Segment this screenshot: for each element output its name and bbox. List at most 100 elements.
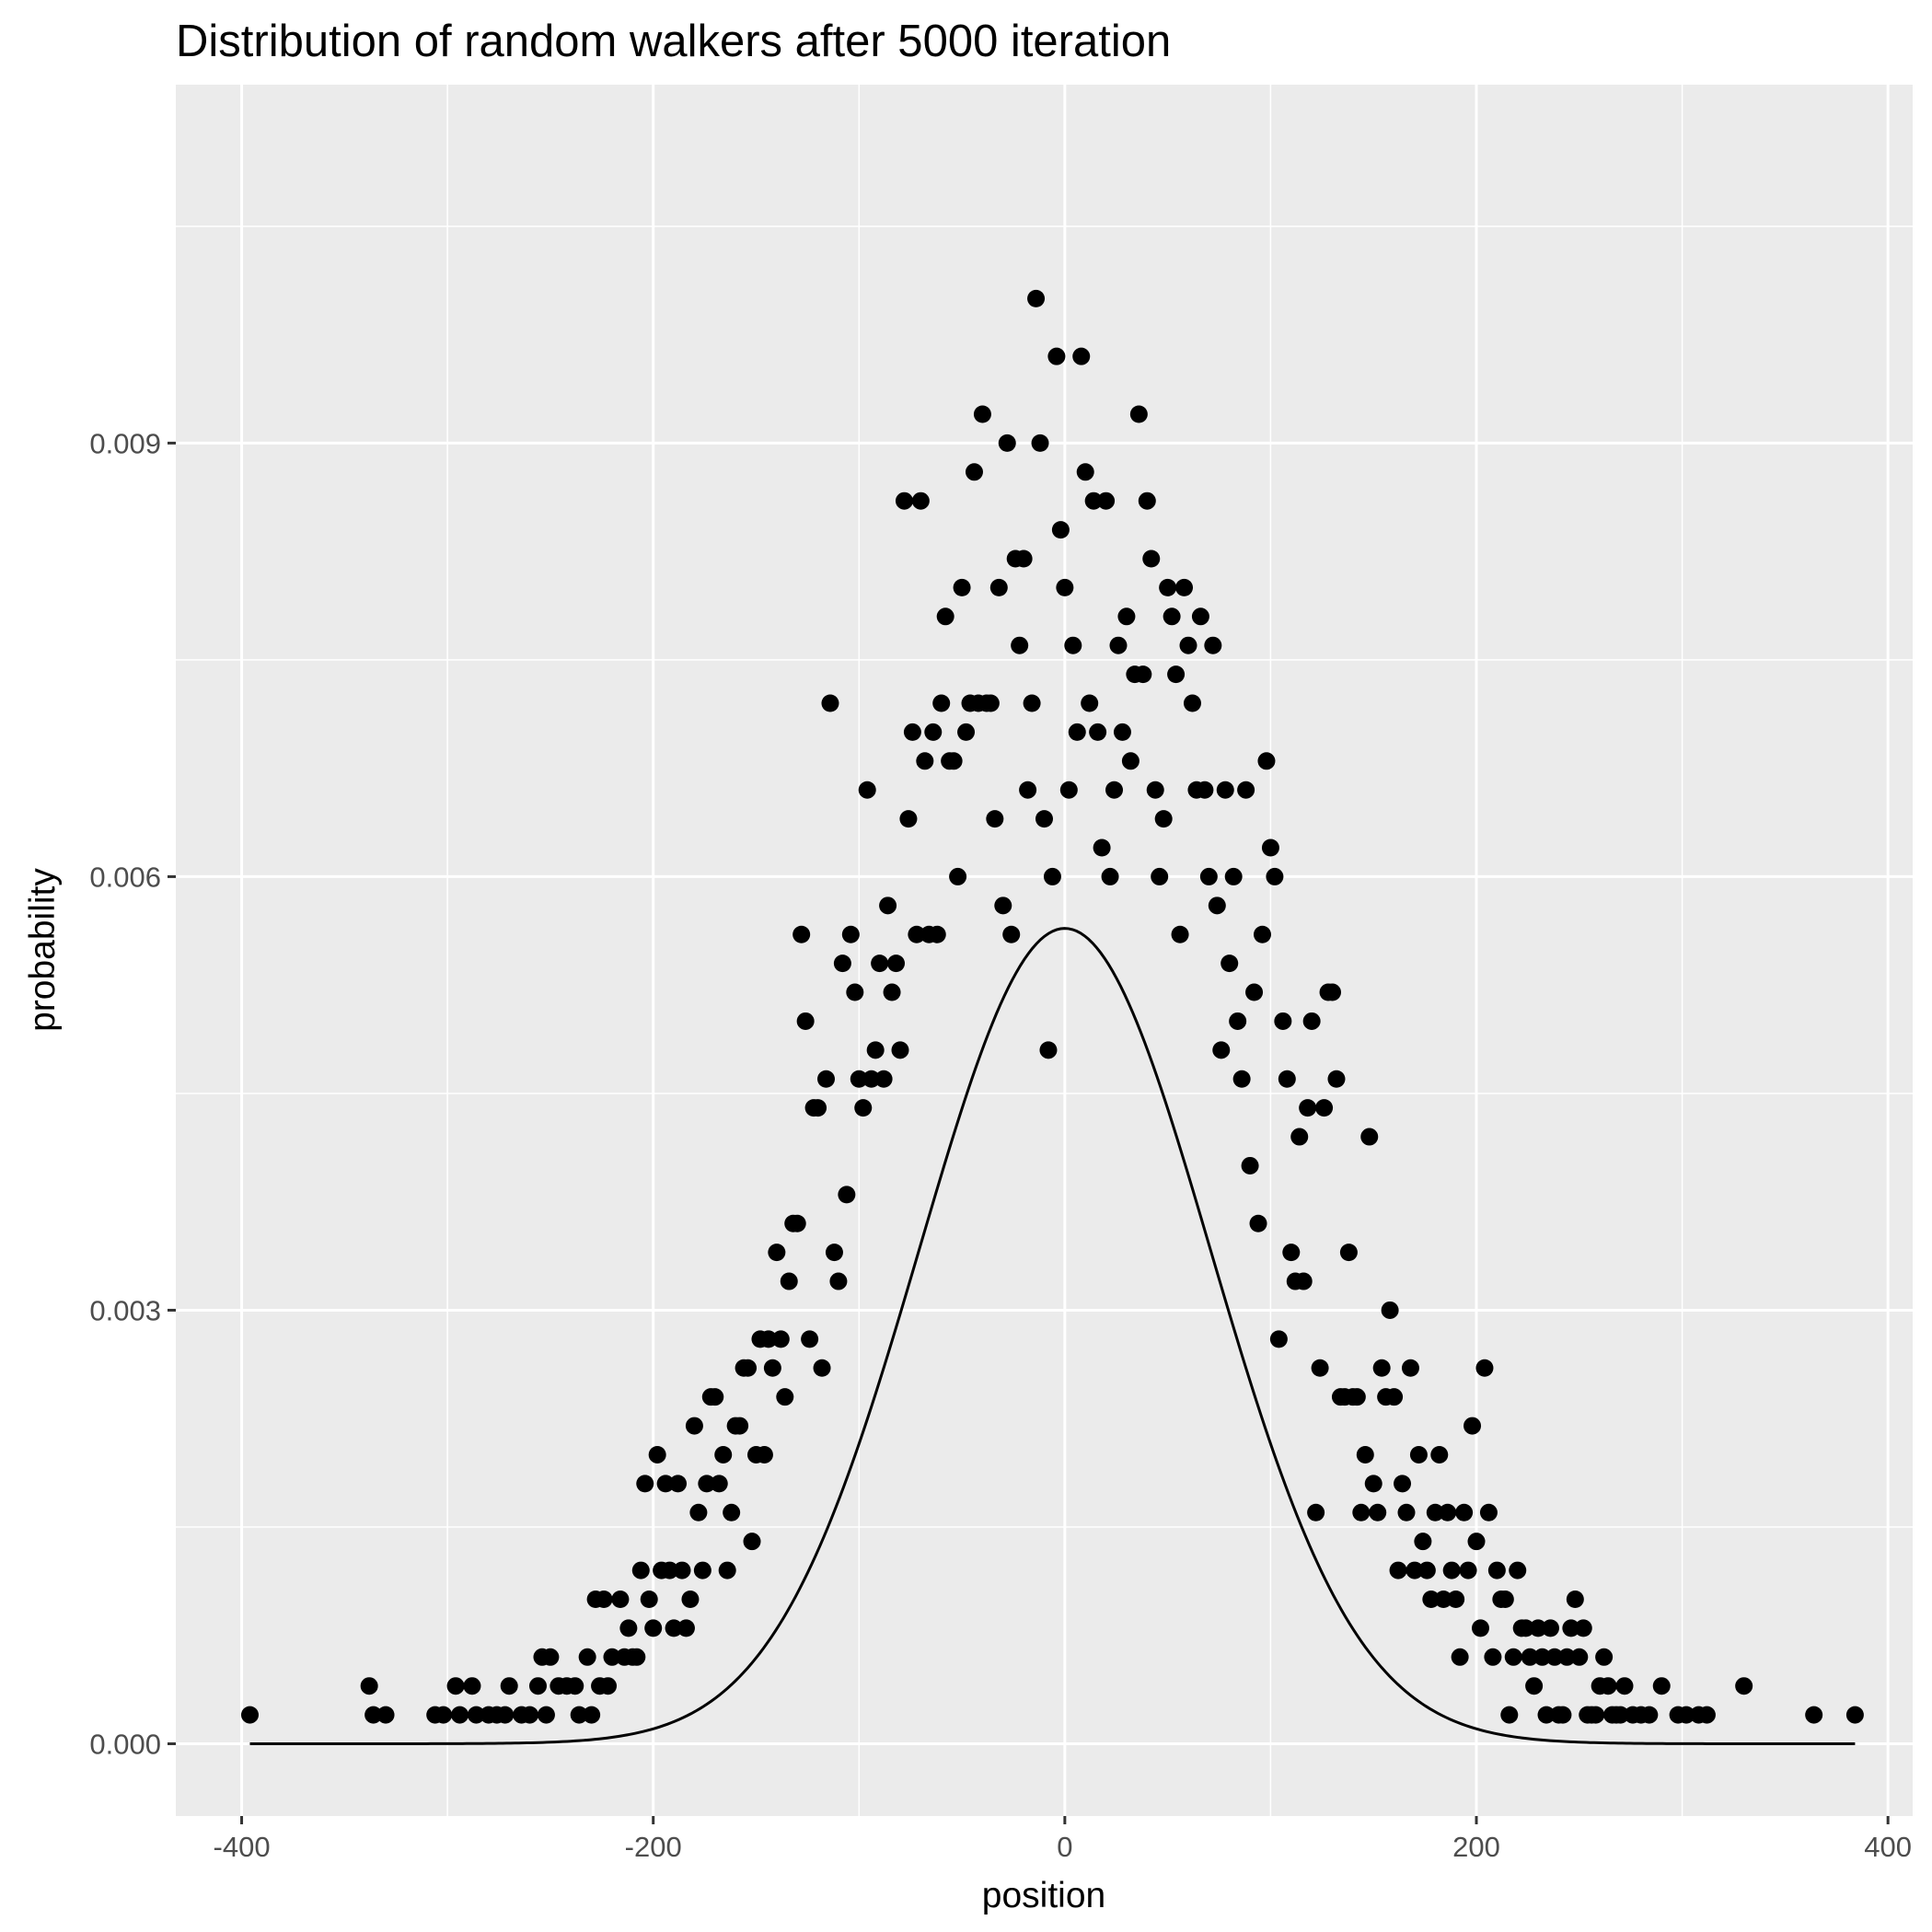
scatter-point	[673, 1561, 691, 1579]
scatter-point	[1315, 1099, 1334, 1117]
scatter-point	[451, 1706, 469, 1724]
scatter-point	[1612, 1706, 1630, 1724]
scatter-point	[846, 983, 864, 1001]
scatter-point	[1640, 1706, 1659, 1724]
scatter-point	[566, 1677, 584, 1695]
scatter-point	[936, 607, 954, 626]
scatter-point	[1191, 607, 1209, 626]
scatter-point	[908, 925, 926, 943]
scatter-point	[981, 694, 1000, 712]
scatter-point	[1253, 925, 1271, 943]
scatter-point	[731, 1417, 749, 1435]
scatter-point	[989, 578, 1008, 596]
scatter-point	[854, 1099, 873, 1117]
scatter-point	[1208, 897, 1226, 915]
scatter-point	[1496, 1590, 1514, 1608]
density-curve	[249, 927, 1856, 1745]
scatter-point	[578, 1648, 596, 1666]
scatter-point	[1302, 1012, 1321, 1030]
scatter-point	[1439, 1503, 1457, 1521]
scatter-point	[685, 1417, 703, 1435]
scatter-point	[636, 1475, 654, 1493]
scatter-point	[994, 897, 1012, 915]
scatter-point	[360, 1677, 378, 1695]
scatter-point	[796, 1012, 815, 1030]
scatter-point	[714, 1445, 733, 1463]
scatter-point	[1615, 1677, 1634, 1695]
scatter-point	[1167, 665, 1186, 684]
scatter-point	[838, 1186, 856, 1204]
scatter-point	[1697, 1706, 1716, 1724]
scatter-point	[1599, 1677, 1617, 1695]
scatter-point	[467, 1706, 485, 1724]
scatter-point	[1554, 1706, 1572, 1724]
scatter-point	[1014, 550, 1033, 568]
scatter-point	[1282, 1244, 1301, 1262]
scatter-point	[1224, 867, 1243, 885]
scatter-point	[850, 1070, 868, 1088]
scatter-point	[1327, 1070, 1346, 1088]
x-tick-label: 0	[1057, 1831, 1072, 1863]
scatter-point	[537, 1706, 555, 1724]
scatter-point	[879, 897, 897, 915]
scatter-point	[1257, 752, 1276, 770]
scatter-point	[944, 752, 963, 770]
scatter-point	[1805, 1706, 1823, 1724]
scatter-point	[1339, 1244, 1358, 1262]
scatter-point	[911, 492, 930, 510]
scatter-point	[681, 1590, 700, 1608]
scatter-point	[903, 723, 921, 741]
x-tick-label: -200	[625, 1831, 682, 1863]
scatter-point	[768, 1244, 786, 1262]
scatter-point	[1434, 1590, 1452, 1608]
scatter-point	[1142, 550, 1161, 568]
scatter-point	[1475, 1359, 1494, 1377]
scatter-point	[665, 1619, 683, 1637]
scatter-point	[1051, 521, 1070, 539]
scatter-point	[1011, 636, 1029, 654]
scatter-point	[1537, 1706, 1556, 1724]
scatter-point	[698, 1475, 716, 1493]
scatter-point	[1442, 1561, 1461, 1579]
scatter-point	[1509, 1561, 1527, 1579]
scatter-point	[801, 1330, 819, 1348]
scatter-point	[932, 694, 951, 712]
scatter-point	[240, 1706, 259, 1724]
scatter-point	[710, 1475, 728, 1493]
scatter-point	[1039, 1041, 1058, 1059]
scatter-point	[1043, 867, 1061, 885]
scatter-point	[759, 1330, 778, 1348]
scatter-point	[986, 810, 1004, 828]
scatter-point	[771, 1330, 790, 1348]
scatter-point	[1356, 1445, 1374, 1463]
scatter-point	[463, 1677, 481, 1695]
density-curve-layer	[249, 927, 1856, 1745]
y-tick-label: 0.000	[89, 1728, 161, 1760]
scatter-point	[541, 1648, 560, 1666]
scatter-point	[1414, 1533, 1432, 1551]
scatter-point	[1179, 636, 1197, 654]
scatter-point	[862, 1070, 881, 1088]
scatter-point	[1459, 1561, 1477, 1579]
scatter-point	[1574, 1619, 1592, 1637]
scatter-point	[829, 1272, 848, 1290]
scatter-point	[1324, 983, 1342, 1001]
scatter-point	[1093, 839, 1111, 857]
scatter-point	[1409, 1445, 1428, 1463]
scatter-point	[821, 694, 839, 712]
scatter-point	[1269, 1330, 1288, 1348]
scatter-point	[1232, 1070, 1251, 1088]
scatter-point	[1105, 781, 1124, 799]
scatter-point	[1134, 665, 1152, 684]
x-tick-label: 200	[1452, 1831, 1500, 1863]
scatter-point	[1394, 1475, 1412, 1493]
scatter-point	[619, 1619, 638, 1637]
scatter-point	[603, 1648, 621, 1666]
x-tick-label: -400	[214, 1831, 271, 1863]
scatter-point	[1545, 1648, 1564, 1666]
scatter-point	[1845, 1706, 1864, 1724]
scatter-point	[529, 1677, 547, 1695]
scatter-point	[1500, 1706, 1519, 1724]
scatter-point	[1076, 463, 1094, 481]
